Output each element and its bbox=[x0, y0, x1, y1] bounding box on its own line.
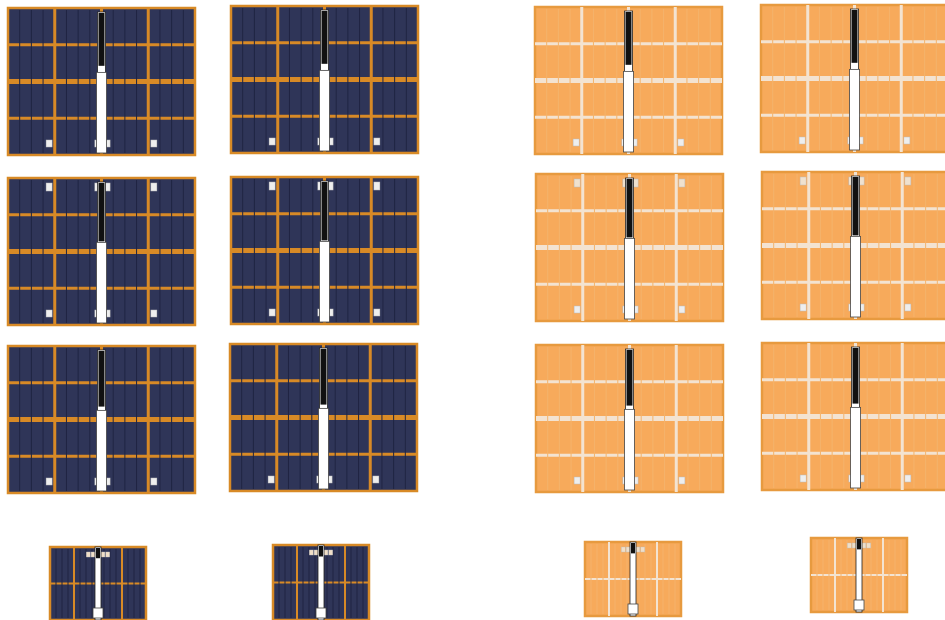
vertical-slider-thumb[interactable] bbox=[92, 607, 104, 619]
light-solar-panel[interactable] bbox=[534, 343, 725, 494]
panel-marker bbox=[572, 138, 580, 147]
vertical-slider-fill bbox=[320, 349, 327, 405]
vertical-slider-fill bbox=[631, 543, 635, 554]
panel-marker bbox=[268, 181, 276, 191]
panel-marker bbox=[45, 309, 53, 318]
light-solar-panel[interactable] bbox=[760, 170, 945, 321]
panel-marker bbox=[904, 176, 912, 186]
panel-marker bbox=[573, 476, 581, 485]
panel-marker bbox=[309, 549, 314, 556]
vertical-slider-track[interactable] bbox=[855, 537, 863, 613]
dark-solar-panel[interactable] bbox=[228, 342, 419, 493]
vertical-slider-thumb[interactable] bbox=[853, 599, 865, 611]
panel-marker bbox=[798, 136, 806, 145]
panel-marker bbox=[105, 551, 110, 558]
panel-marker bbox=[373, 181, 381, 191]
panel-marker bbox=[150, 182, 158, 192]
vertical-slider-thumb[interactable] bbox=[96, 241, 107, 324]
vertical-slider-thumb[interactable] bbox=[319, 69, 330, 152]
vertical-slider-fill bbox=[98, 13, 105, 66]
vertical-slider-track[interactable] bbox=[94, 546, 102, 620]
light-solar-panel[interactable] bbox=[809, 536, 909, 614]
vertical-slider-thumb[interactable] bbox=[624, 237, 635, 320]
light-solar-panel[interactable] bbox=[760, 341, 945, 492]
vertical-slider-fill bbox=[852, 177, 859, 236]
panel-marker bbox=[268, 308, 276, 317]
vertical-slider-thumb[interactable] bbox=[849, 68, 860, 151]
panel-marker bbox=[677, 138, 685, 147]
panel-marker bbox=[678, 476, 686, 485]
vertical-slider-track[interactable] bbox=[629, 541, 637, 617]
vertical-slider-thumb[interactable] bbox=[850, 235, 861, 318]
vertical-slider-fill bbox=[98, 183, 105, 242]
vertical-slider-thumb[interactable] bbox=[627, 603, 639, 615]
light-solar-panel[interactable] bbox=[583, 540, 683, 618]
panel-marker bbox=[45, 139, 53, 148]
dark-solar-panel[interactable] bbox=[6, 176, 197, 327]
vertical-slider-fill bbox=[851, 10, 858, 63]
panel-marker bbox=[100, 551, 106, 558]
light-solar-panel[interactable] bbox=[759, 3, 945, 154]
dark-solar-panel[interactable] bbox=[6, 344, 197, 495]
panel-marker bbox=[373, 137, 381, 146]
vertical-slider-fill bbox=[321, 182, 328, 241]
light-solar-panel[interactable] bbox=[534, 172, 725, 323]
vertical-slider-fill bbox=[98, 351, 105, 407]
light-solar-panel[interactable] bbox=[533, 5, 724, 156]
vertical-slider-thumb[interactable] bbox=[624, 408, 635, 491]
dark-solar-panel[interactable] bbox=[229, 175, 420, 326]
dark-solar-panel[interactable] bbox=[229, 4, 420, 155]
panel-marker bbox=[150, 477, 158, 486]
panel-marker bbox=[86, 551, 91, 558]
vertical-slider-fill bbox=[626, 350, 633, 406]
panel-marker bbox=[799, 303, 807, 312]
panel-marker bbox=[45, 477, 53, 486]
panel-marker bbox=[621, 546, 626, 553]
panel-marker bbox=[866, 542, 871, 549]
panel-marker bbox=[150, 139, 158, 148]
vertical-slider-thumb[interactable] bbox=[96, 409, 107, 492]
dark-solar-panel[interactable] bbox=[48, 545, 148, 620]
vertical-slider-fill bbox=[626, 179, 633, 238]
vertical-slider-fill bbox=[319, 546, 323, 557]
panel-marker bbox=[373, 308, 381, 317]
vertical-slider-fill bbox=[625, 12, 632, 65]
panel-marker bbox=[640, 546, 645, 553]
vertical-slider-thumb[interactable] bbox=[96, 71, 107, 154]
panel-marker bbox=[267, 475, 275, 484]
vertical-slider-thumb[interactable] bbox=[318, 407, 329, 490]
panel-marker bbox=[678, 305, 686, 314]
panel-marker bbox=[90, 551, 96, 558]
panel-marker bbox=[573, 305, 581, 314]
panel-marker bbox=[268, 137, 276, 146]
panel-marker bbox=[372, 475, 380, 484]
panel-marker bbox=[45, 182, 53, 192]
dark-solar-panel[interactable] bbox=[6, 6, 197, 157]
vertical-slider-fill bbox=[321, 11, 328, 64]
vertical-slider-thumb[interactable] bbox=[315, 607, 327, 619]
vertical-slider-thumb[interactable] bbox=[623, 70, 634, 153]
panel-marker bbox=[799, 176, 807, 186]
vertical-slider-fill bbox=[857, 539, 861, 550]
vertical-slider-thumb[interactable] bbox=[850, 406, 861, 489]
panel-marker bbox=[847, 542, 852, 549]
dark-solar-panel[interactable] bbox=[271, 543, 371, 620]
vertical-slider-fill bbox=[96, 548, 100, 559]
vertical-slider-thumb[interactable] bbox=[319, 240, 330, 323]
panel-marker bbox=[904, 474, 912, 483]
vertical-slider-fill bbox=[852, 348, 859, 404]
panel-marker bbox=[150, 309, 158, 318]
panel-marker bbox=[799, 474, 807, 483]
panel-marker bbox=[903, 136, 911, 145]
panel-marker bbox=[573, 178, 581, 188]
panel-marker bbox=[328, 549, 333, 556]
vertical-slider-track[interactable] bbox=[317, 544, 325, 620]
panel-marker bbox=[904, 303, 912, 312]
panel-marker bbox=[678, 178, 686, 188]
